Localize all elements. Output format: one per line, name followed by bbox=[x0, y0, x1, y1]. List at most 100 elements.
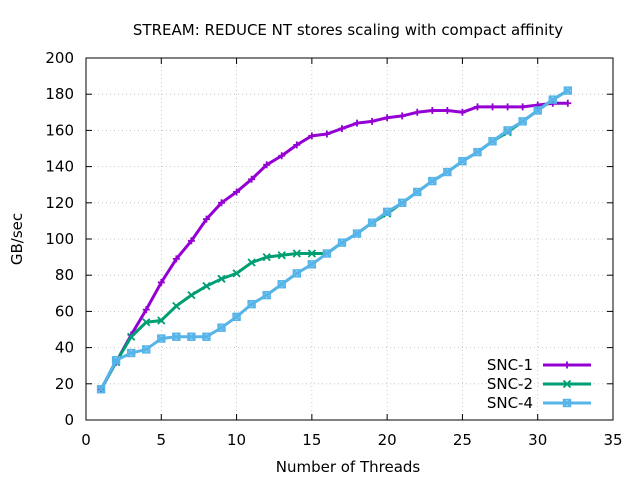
data-point bbox=[292, 269, 301, 278]
axis-ticks: 0 20 40 60 80 100 120 140 160 180 200 0 5 10 15 20 25 30 3… bbox=[45, 49, 622, 449]
data-point bbox=[519, 103, 527, 111]
data-point bbox=[262, 290, 271, 300]
data-point bbox=[488, 137, 497, 146]
legend-label: SNC-4 bbox=[487, 394, 533, 412]
data-point bbox=[187, 332, 196, 341]
legend-marker bbox=[562, 379, 572, 389]
data-point bbox=[383, 114, 391, 122]
data-point bbox=[142, 306, 150, 314]
y-tick-label: 160 bbox=[45, 121, 74, 139]
data-point bbox=[337, 238, 347, 247]
data-point bbox=[413, 108, 421, 116]
data-point bbox=[172, 255, 180, 263]
data-point bbox=[292, 249, 301, 258]
data-point bbox=[382, 207, 392, 217]
data-point bbox=[322, 249, 332, 258]
x-tick-label: 20 bbox=[378, 431, 397, 449]
data-point bbox=[232, 312, 241, 322]
data-point bbox=[277, 251, 286, 260]
data-point bbox=[368, 117, 376, 125]
y-axis-label: GB/sec bbox=[8, 213, 26, 265]
legend-marker bbox=[563, 361, 571, 369]
data-point bbox=[247, 299, 256, 309]
data-point bbox=[263, 161, 271, 169]
data-point bbox=[247, 258, 256, 267]
data-point bbox=[202, 281, 211, 291]
data-point bbox=[248, 175, 256, 183]
data-point bbox=[428, 176, 437, 186]
y-tick-label: 20 bbox=[55, 375, 74, 393]
data-point bbox=[232, 269, 241, 278]
y-tick-label: 0 bbox=[64, 411, 74, 429]
y-tick-label: 120 bbox=[45, 194, 74, 212]
data-point bbox=[443, 167, 452, 177]
y-tick-label: 100 bbox=[45, 230, 74, 248]
data-point bbox=[233, 188, 241, 196]
data-point bbox=[564, 99, 572, 107]
data-point bbox=[428, 106, 436, 114]
data-point bbox=[157, 334, 166, 343]
data-point bbox=[458, 156, 467, 166]
data-point bbox=[172, 301, 181, 311]
data-point bbox=[458, 108, 466, 116]
data-point bbox=[127, 332, 136, 341]
data-point bbox=[518, 117, 527, 126]
legend-marker bbox=[562, 398, 572, 408]
series-snc-4 bbox=[96, 86, 573, 394]
data-point bbox=[398, 112, 406, 120]
data-point bbox=[217, 274, 226, 283]
data-point bbox=[367, 218, 377, 227]
data-point bbox=[413, 187, 422, 197]
y-tick-label: 40 bbox=[55, 339, 74, 357]
x-tick-label: 35 bbox=[603, 431, 622, 449]
y-tick-label: 80 bbox=[55, 266, 74, 284]
data-point bbox=[338, 125, 346, 133]
x-tick-label: 15 bbox=[302, 431, 321, 449]
data-point bbox=[217, 323, 226, 332]
x-tick-label: 10 bbox=[227, 431, 246, 449]
data-point bbox=[218, 199, 226, 207]
data-point bbox=[142, 345, 151, 354]
data-point bbox=[172, 332, 181, 341]
y-tick-label: 140 bbox=[45, 158, 74, 176]
x-tick-label: 5 bbox=[157, 431, 167, 449]
data-point bbox=[443, 106, 451, 114]
legend-label: SNC-1 bbox=[487, 356, 533, 374]
data-point bbox=[353, 119, 361, 127]
y-tick-label: 180 bbox=[45, 85, 74, 103]
x-tick-label: 25 bbox=[453, 431, 472, 449]
data-point bbox=[548, 95, 557, 104]
series-snc-2 bbox=[96, 86, 572, 394]
data-point bbox=[187, 237, 195, 245]
data-point bbox=[398, 198, 407, 208]
legend-label: SNC-2 bbox=[487, 375, 533, 393]
data-point bbox=[277, 280, 286, 289]
data-point bbox=[202, 332, 211, 341]
data-point bbox=[563, 86, 573, 95]
y-tick-label: 60 bbox=[55, 302, 74, 320]
data-point bbox=[352, 229, 362, 238]
data-point bbox=[307, 260, 317, 269]
data-point bbox=[111, 356, 121, 365]
data-point bbox=[504, 103, 512, 111]
data-point bbox=[262, 252, 271, 262]
data-point bbox=[157, 316, 166, 325]
data-point bbox=[307, 249, 316, 258]
x-tick-label: 30 bbox=[528, 431, 547, 449]
chart-title: STREAM: REDUCE NT stores scaling with co… bbox=[133, 21, 563, 39]
data-point bbox=[533, 106, 542, 115]
data-point bbox=[126, 348, 136, 358]
x-axis-label: Number of Threads bbox=[276, 458, 421, 476]
y-tick-label: 200 bbox=[45, 49, 74, 67]
x-tick-label: 0 bbox=[81, 431, 91, 449]
data-point bbox=[157, 278, 165, 286]
data-point bbox=[293, 141, 301, 149]
series-group bbox=[96, 86, 573, 394]
data-point bbox=[473, 147, 482, 157]
data-point bbox=[142, 318, 151, 327]
data-point bbox=[503, 126, 512, 135]
data-point bbox=[323, 130, 331, 138]
data-point bbox=[278, 152, 286, 160]
